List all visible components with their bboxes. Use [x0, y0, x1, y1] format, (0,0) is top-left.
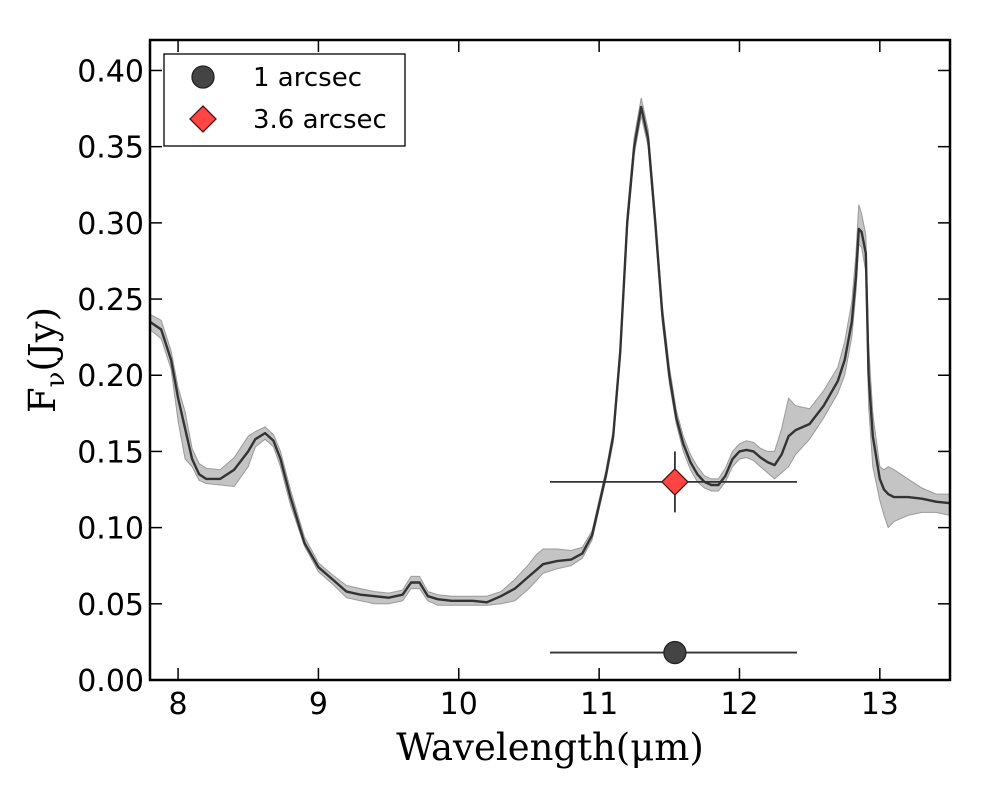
- y-axis-label: Fν(Jy): [21, 307, 71, 413]
- y-tick-label-0.00: 0.00: [77, 664, 144, 699]
- tick-labels-layer: 8 9 10 11 12 13 0.00 0.05 0.10 0.15 0.20 0.25 0.30 0.…: [77, 54, 899, 722]
- y-tick-label-0.10: 0.10: [77, 512, 144, 547]
- data-point-1-arcsec: [663, 640, 687, 665]
- measurement-points-layer: [550, 451, 798, 665]
- legend-label-3-6-arcsec: 3.6 arcsec: [253, 105, 387, 135]
- y-tick-label-0.20: 0.20: [77, 359, 144, 394]
- x-tick-label-10: 10: [440, 687, 478, 722]
- x-tick-label-11: 11: [580, 687, 618, 722]
- y-axis-label-unit: (Jy): [21, 307, 64, 372]
- y-tick-label-0.15: 0.15: [77, 435, 144, 470]
- x-axis-label: Wavelength(μm): [396, 726, 704, 769]
- legend-diamond-marker: [189, 105, 217, 133]
- spectrum-line-layer: [149, 105, 951, 604]
- y-axis-label-subscript: ν: [41, 372, 71, 388]
- uncertainty-band-layer: [149, 97, 951, 606]
- y-tick-label-0.25: 0.25: [77, 283, 144, 318]
- y-tick-label-0.30: 0.30: [77, 207, 144, 242]
- x-tick-label-9: 9: [309, 687, 328, 722]
- legend: 1 arcsec 3.6 arcsec: [163, 53, 406, 147]
- plot-frame: [148, 38, 952, 682]
- x-tick-label-8: 8: [169, 687, 188, 722]
- y-tick-label-0.05: 0.05: [77, 588, 144, 623]
- legend-label-1-arcsec: 1 arcsec: [253, 63, 362, 93]
- y-axis-label-main: F: [21, 387, 64, 413]
- y-tick-label-0.35: 0.35: [77, 131, 144, 166]
- x-tick-label-12: 12: [720, 687, 758, 722]
- legend-circle-marker: [191, 65, 215, 89]
- axis-ticks-layer: [150, 40, 950, 681]
- spectrum-uncertainty-band: [149, 97, 951, 606]
- data-point-3-6-arcsec: [660, 467, 689, 496]
- y-tick-label-0.40: 0.40: [77, 54, 144, 89]
- spectrum-line: [149, 105, 951, 604]
- x-tick-label-13: 13: [861, 687, 899, 722]
